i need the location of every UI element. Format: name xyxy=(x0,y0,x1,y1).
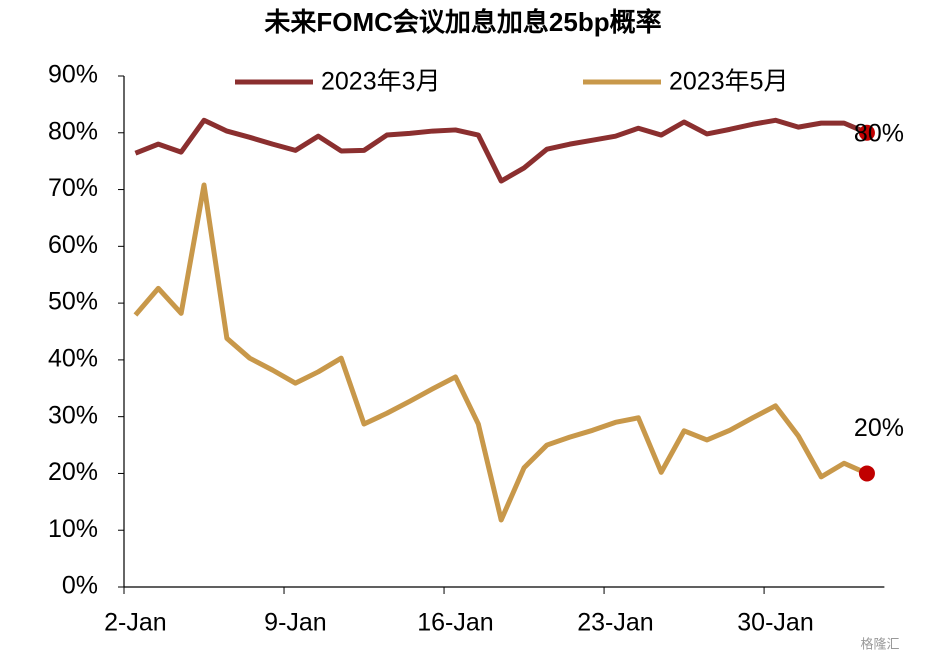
y-tick-label: 80% xyxy=(48,117,98,145)
y-tick-label: 70% xyxy=(48,174,98,202)
value-label: 20% xyxy=(854,414,904,442)
legend-label: 2023年5月 xyxy=(669,68,789,96)
y-tick-label: 20% xyxy=(48,458,98,486)
end-marker xyxy=(858,124,875,141)
end-marker xyxy=(858,465,875,482)
x-tick-label: 30-Jan xyxy=(737,609,813,637)
value-label: 80% xyxy=(854,119,904,147)
watermark: 格隆汇 xyxy=(860,636,899,651)
y-tick-label: 30% xyxy=(48,401,98,429)
y-tick-label: 60% xyxy=(48,231,98,259)
series-line xyxy=(133,182,868,523)
series-line xyxy=(134,117,868,184)
y-tick-label: 0% xyxy=(62,572,98,600)
x-tick-label: 23-Jan xyxy=(577,609,653,637)
x-tick-label: 2-Jan xyxy=(104,609,167,637)
y-tick-label: 50% xyxy=(48,288,98,316)
y-tick-label: 40% xyxy=(48,344,98,372)
y-tick-label: 90% xyxy=(48,61,98,89)
x-tick-label: 9-Jan xyxy=(264,609,327,637)
x-tick-label: 16-Jan xyxy=(417,609,493,637)
chart-title: 未来FOMC会议加息加息25bp概率 xyxy=(264,7,661,37)
legend-label: 2023年3月 xyxy=(321,68,441,96)
y-tick-label: 10% xyxy=(48,515,98,543)
